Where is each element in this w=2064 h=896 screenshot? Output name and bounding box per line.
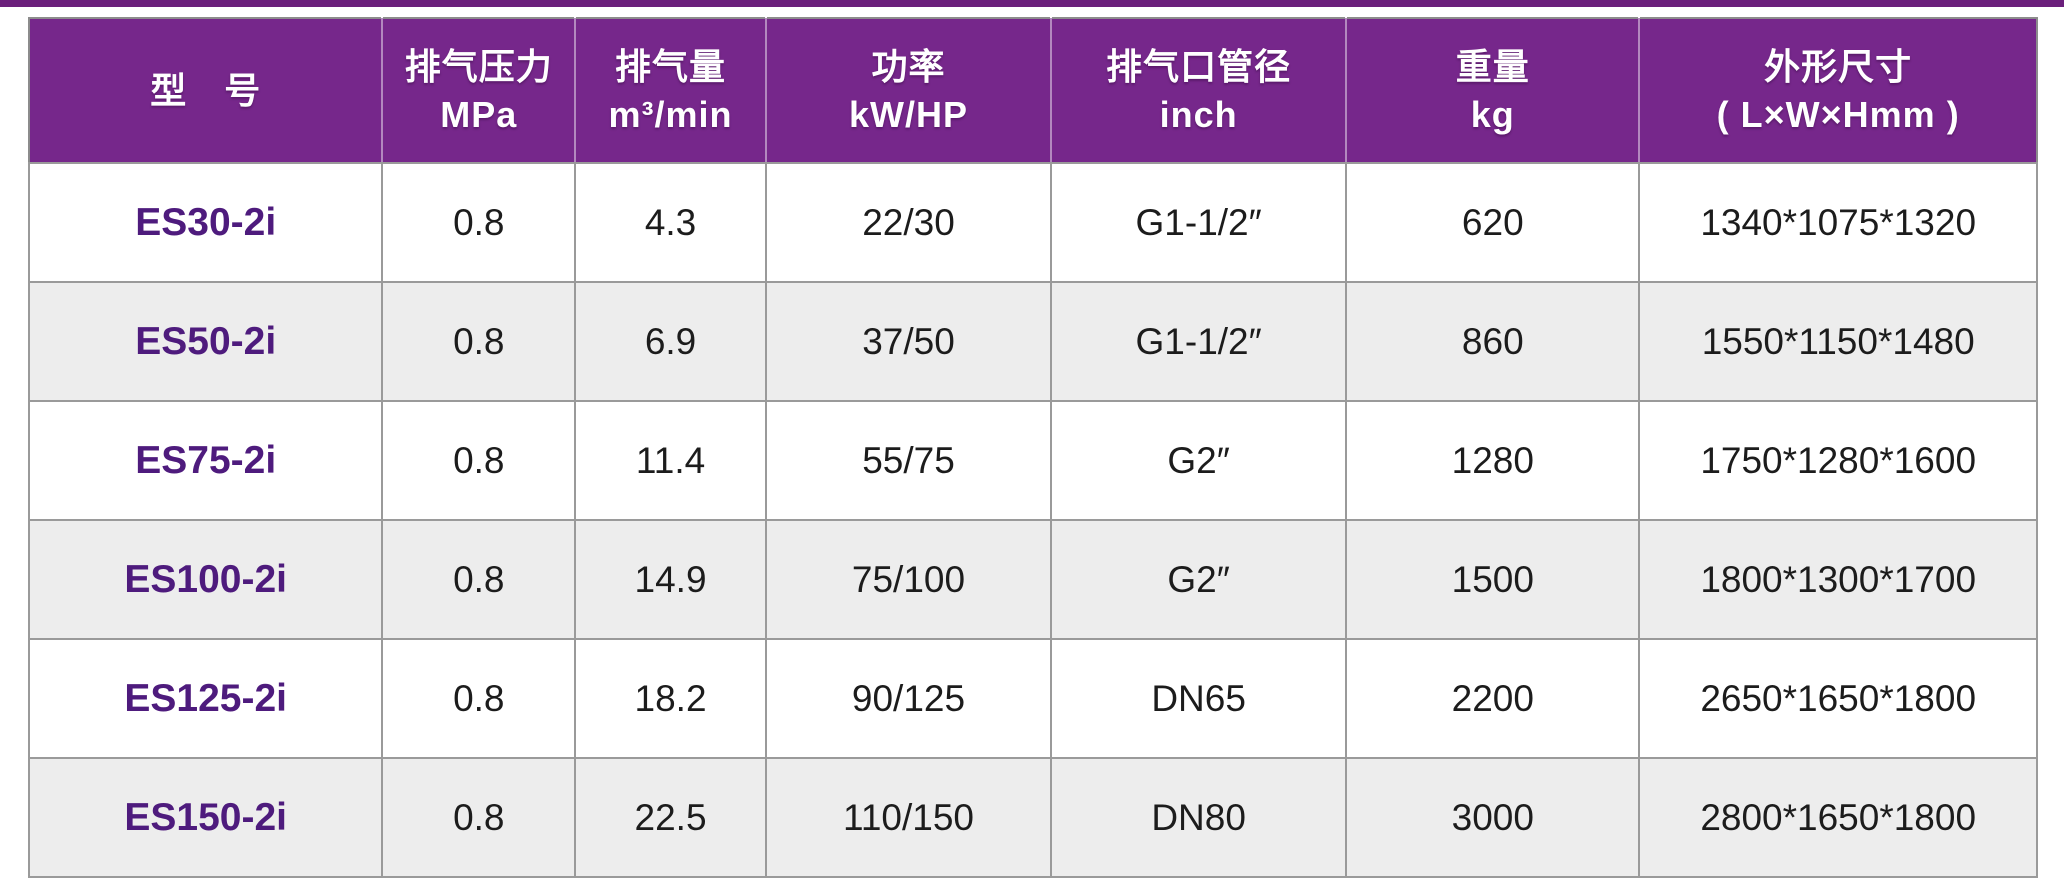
column-unit: ( L×W×Hmm ) <box>1716 93 1960 135</box>
capacity-cell: 11.4 <box>574 400 767 521</box>
dimensions-cell: 2800*1650*1800 <box>1638 757 2038 878</box>
capacity-cell: 14.9 <box>574 519 767 640</box>
power-cell: 75/100 <box>764 519 1053 640</box>
column-title: 外形尺寸 <box>1764 45 1913 87</box>
column-title: 排气量 <box>615 45 727 87</box>
power-cell: 90/125 <box>764 638 1053 759</box>
table-header-row: 型 号 排气压力 MPa 排气量 m³/min 功率 kW/HP 排气口管径 inch 重量 kg 外… <box>29 18 2037 164</box>
table-row: ES125-2i 0.8 18.2 90/125 DN65 2200 2650*1650*1… <box>27 638 2038 759</box>
power-cell: 110/150 <box>764 757 1053 878</box>
outlet-cell: G1-1/2″ <box>1050 281 1348 402</box>
column-header-pressure: 排气压力 MPa <box>381 18 576 164</box>
model-cell: ES50-2i <box>27 281 384 402</box>
pressure-cell: 0.8 <box>381 757 577 878</box>
column-header-weight: 重量 kg <box>1345 18 1640 164</box>
power-cell: 22/30 <box>764 162 1053 283</box>
dimensions-cell: 1340*1075*1320 <box>1638 162 2038 283</box>
column-unit: kW/HP <box>848 93 968 135</box>
table-row: ES30-2i 0.8 4.3 22/30 G1-1/2″ 620 1340*1075*13… <box>27 162 2038 283</box>
weight-cell: 1500 <box>1345 519 1641 640</box>
weight-cell: 620 <box>1345 162 1641 283</box>
column-header-dimensions: 外形尺寸 ( L×W×Hmm ) <box>1638 18 2037 164</box>
column-title: 排气压力 <box>404 45 553 87</box>
column-unit: kg <box>1470 93 1515 135</box>
column-title: 功率 <box>871 45 946 87</box>
pressure-cell: 0.8 <box>381 519 577 640</box>
table-row: ES50-2i 0.8 6.9 37/50 G1-1/2″ 860 1550*1150*14… <box>27 281 2038 402</box>
pressure-cell: 0.8 <box>381 281 577 402</box>
table-row: ES100-2i 0.8 14.9 75/100 G2″ 1500 1800*1300*17… <box>27 519 2038 640</box>
column-header-capacity: 排气量 m³/min <box>574 18 766 164</box>
column-title: 重量 <box>1455 45 1530 87</box>
column-header-model: 型 号 <box>29 18 383 164</box>
pressure-cell: 0.8 <box>381 162 577 283</box>
model-cell: ES150-2i <box>27 757 384 878</box>
dimensions-cell: 2650*1650*1800 <box>1638 638 2038 759</box>
column-header-power: 功率 kW/HP <box>764 18 1052 164</box>
column-header-outlet: 排气口管径 inch <box>1050 18 1347 164</box>
pressure-cell: 0.8 <box>381 638 577 759</box>
spec-table: 型 号 排气压力 MPa 排气量 m³/min 功率 kW/HP 排气口管径 inch 重量 kg 外… <box>27 17 2038 878</box>
weight-cell: 1280 <box>1345 400 1641 521</box>
column-unit: m³/min <box>608 93 733 135</box>
outlet-cell: DN65 <box>1050 638 1348 759</box>
capacity-cell: 18.2 <box>574 638 767 759</box>
pressure-cell: 0.8 <box>381 400 577 521</box>
dimensions-cell: 1800*1300*1700 <box>1638 519 2038 640</box>
table-row: ES150-2i 0.8 22.5 110/150 DN80 3000 2800*1650*… <box>27 757 2038 878</box>
weight-cell: 2200 <box>1345 638 1641 759</box>
weight-cell: 3000 <box>1345 757 1641 878</box>
model-cell: ES30-2i <box>27 162 384 283</box>
outlet-cell: G2″ <box>1050 400 1348 521</box>
outlet-cell: G1-1/2″ <box>1050 162 1348 283</box>
column-unit: inch <box>1159 93 1238 135</box>
spec-table-container: 型 号 排气压力 MPa 排气量 m³/min 功率 kW/HP 排气口管径 inch 重量 kg 外… <box>27 17 2038 878</box>
top-accent-bar <box>0 0 2064 7</box>
capacity-cell: 22.5 <box>574 757 767 878</box>
dimensions-cell: 1750*1280*1600 <box>1638 400 2038 521</box>
column-unit: MPa <box>440 93 518 135</box>
model-cell: ES125-2i <box>27 638 384 759</box>
dimensions-cell: 1550*1150*1480 <box>1638 281 2038 402</box>
table-body: ES30-2i 0.8 4.3 22/30 G1-1/2″ 620 1340*1075*13… <box>27 162 2038 878</box>
table-header: 型 号 排气压力 MPa 排气量 m³/min 功率 kW/HP 排气口管径 inch 重量 kg 外… <box>29 18 2037 164</box>
weight-cell: 860 <box>1345 281 1641 402</box>
column-title: 型 号 <box>150 69 262 111</box>
power-cell: 55/75 <box>764 400 1053 521</box>
capacity-cell: 6.9 <box>574 281 767 402</box>
model-cell: ES100-2i <box>27 519 384 640</box>
model-cell: ES75-2i <box>27 400 384 521</box>
outlet-cell: DN80 <box>1050 757 1348 878</box>
capacity-cell: 4.3 <box>574 162 767 283</box>
column-title: 排气口管径 <box>1106 45 1292 87</box>
table-row: ES75-2i 0.8 11.4 55/75 G2″ 1280 1750*1280*1600 <box>27 400 2038 521</box>
power-cell: 37/50 <box>764 281 1053 402</box>
outlet-cell: G2″ <box>1050 519 1348 640</box>
